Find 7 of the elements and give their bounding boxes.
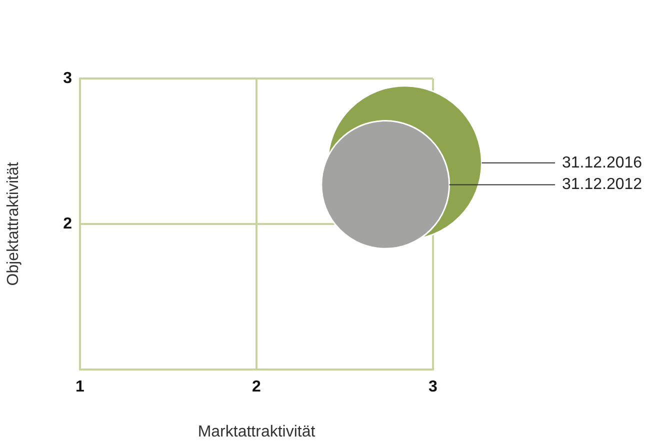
x-tick-label: 2 [252,378,262,396]
x-tick-label: 3 [428,378,438,396]
y-axis-title: Objektattraktivität [5,162,22,286]
text: 31.12.2012 [562,176,642,194]
x-tick-label: 1 [76,378,85,396]
text: 31.12.2016 [562,154,642,172]
x-axis-title: Marktattraktivität [198,423,316,440]
